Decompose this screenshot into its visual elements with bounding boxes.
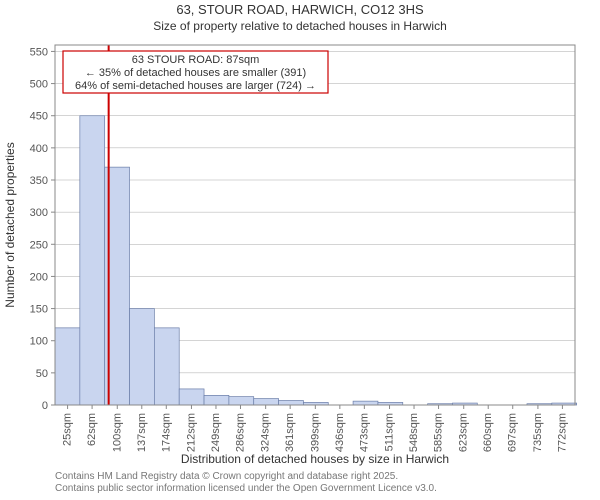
property-size-histogram: 63, STOUR ROAD, HARWICH, CO12 3HS Size o…	[0, 0, 600, 500]
x-tick-label: 62sqm	[86, 413, 98, 446]
y-tick-label: 50	[36, 368, 48, 380]
x-tick-label: 735sqm	[532, 413, 544, 452]
y-tick-label: 550	[30, 46, 48, 58]
annotation-line-1: 63 STOUR ROAD: 87sqm	[132, 54, 260, 66]
histogram-bar	[80, 116, 105, 405]
histogram-bar	[254, 399, 279, 405]
x-tick-label: 623sqm	[458, 413, 470, 452]
y-tick-label: 150	[30, 304, 48, 316]
x-tick-label: 361sqm	[284, 413, 296, 452]
plot-area: 0 50 100 150 200 250 300 350 400 450 500 550 25sqm 62…	[30, 45, 577, 452]
x-tick-label: 473sqm	[358, 413, 370, 452]
attribution-line-2: Contains public sector information licen…	[55, 483, 437, 494]
chart-title: 63, STOUR ROAD, HARWICH, CO12 3HS	[176, 2, 424, 17]
x-tick-label: 100sqm	[111, 413, 123, 452]
x-tick-label: 137sqm	[136, 413, 148, 452]
attribution-line-1: Contains HM Land Registry data © Crown c…	[55, 471, 398, 482]
x-tick-label: 511sqm	[384, 413, 396, 451]
y-tick-label: 200	[30, 271, 48, 283]
histogram-bar	[154, 328, 179, 405]
x-tick-label: 436sqm	[334, 413, 346, 452]
y-tick-label: 400	[30, 143, 48, 155]
histogram-bar	[130, 309, 155, 405]
histogram-bar	[204, 395, 229, 405]
x-tick-label: 697sqm	[507, 413, 519, 452]
histogram-bar	[279, 401, 304, 406]
annotation-line-3: 64% of semi-detached houses are larger (…	[75, 80, 316, 92]
x-tick-label: 399sqm	[309, 413, 321, 452]
y-tick-label: 350	[30, 175, 48, 187]
x-tick-label: 548sqm	[408, 413, 420, 452]
y-tick-label: 450	[30, 111, 48, 123]
y-tick-label: 250	[30, 239, 48, 251]
y-tick-label: 500	[30, 79, 48, 91]
x-tick-label: 25sqm	[62, 413, 74, 446]
x-tick-label: 585sqm	[433, 413, 445, 452]
x-axis-label: Distribution of detached houses by size …	[181, 452, 449, 466]
y-axis-label: Number of detached properties	[3, 142, 17, 307]
y-tick-label: 100	[30, 336, 48, 348]
chart-subtitle: Size of property relative to detached ho…	[153, 19, 447, 33]
annotation-line-2: ← 35% of detached houses are smaller (39…	[85, 67, 306, 79]
x-tick-label: 286sqm	[234, 413, 246, 452]
x-tick-label: 174sqm	[160, 413, 172, 452]
x-tick-label: 660sqm	[482, 413, 494, 452]
y-tick-label: 0	[42, 400, 48, 412]
histogram-bar	[353, 401, 378, 405]
histogram-bar	[55, 328, 80, 405]
x-tick-label: 249sqm	[210, 413, 222, 452]
x-tick-label: 212sqm	[185, 413, 197, 452]
histogram-bar	[179, 389, 204, 405]
x-tick-label: 324sqm	[260, 413, 272, 452]
y-tick-label: 300	[30, 207, 48, 219]
histogram-bar	[229, 397, 254, 405]
x-tick-label: 772sqm	[556, 413, 568, 452]
